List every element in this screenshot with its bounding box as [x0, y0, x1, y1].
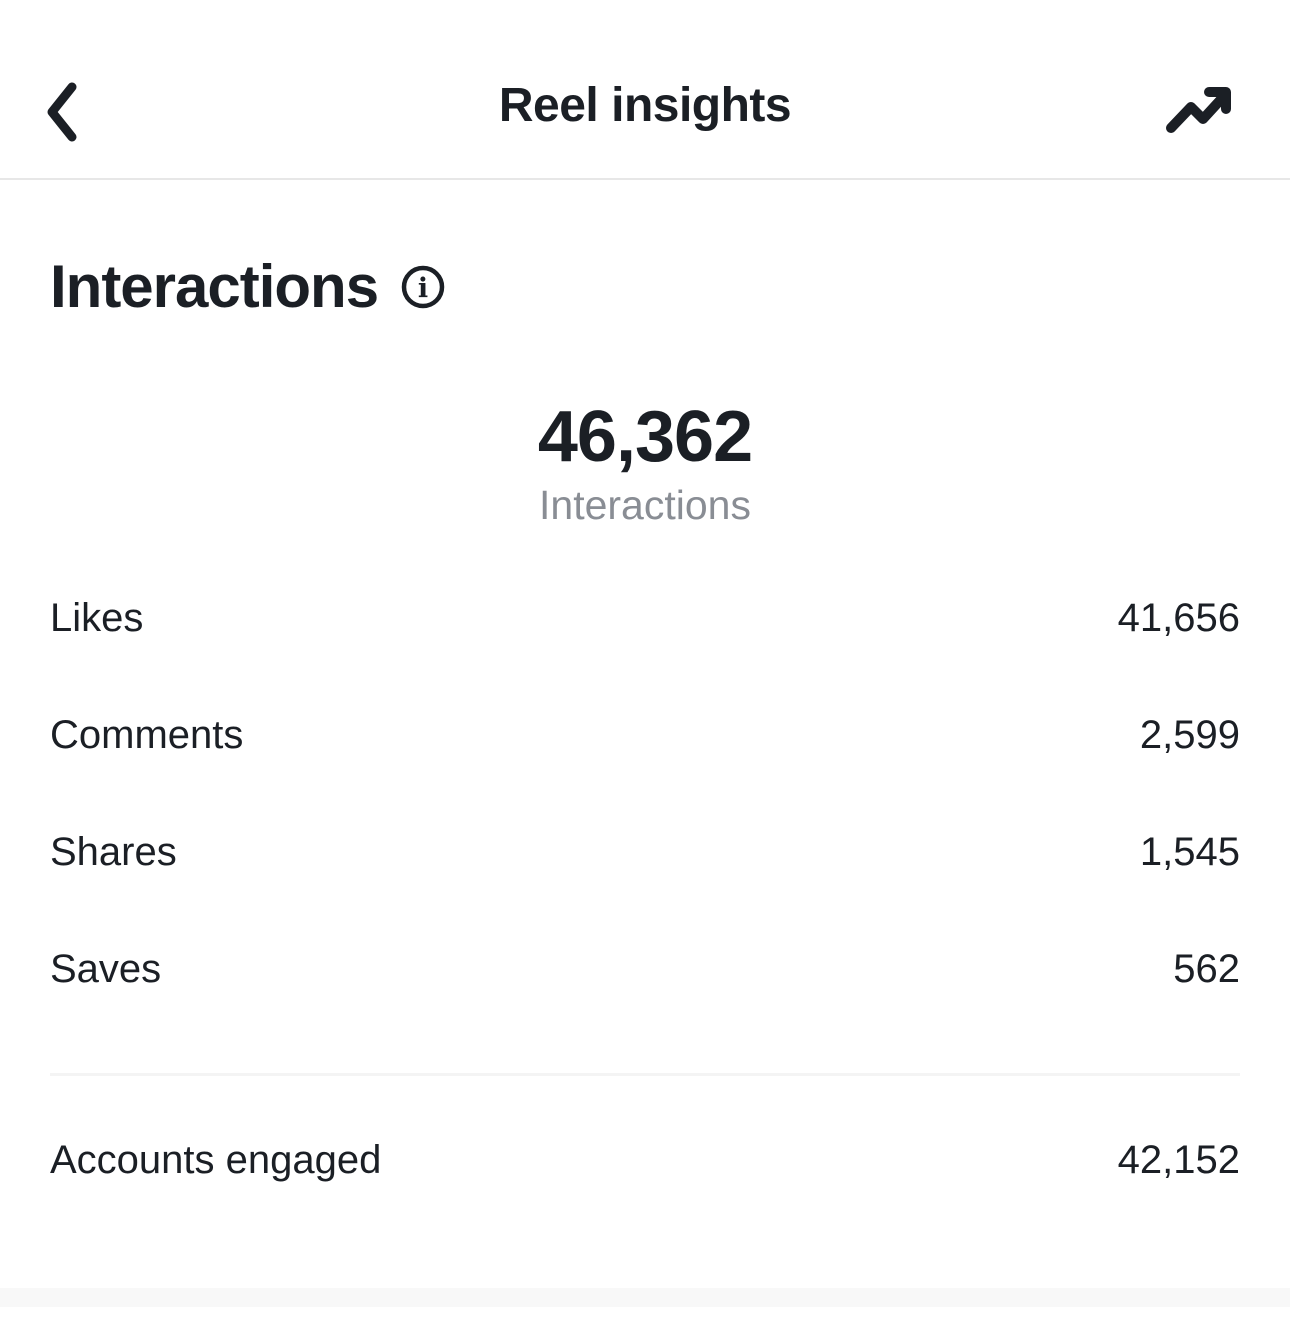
section-heading-label: Interactions: [50, 253, 379, 320]
section-heading: Interactions i: [50, 180, 1240, 317]
insights-trend-button[interactable]: [1164, 80, 1234, 138]
metric-label: Shares: [50, 829, 177, 874]
back-button[interactable]: [36, 78, 88, 146]
metric-value: 41,656: [1117, 595, 1240, 640]
total-interactions-value: 46,362: [537, 397, 753, 477]
page-title: Reel insights: [498, 79, 792, 132]
total-interactions-label: Interactions: [539, 482, 751, 528]
chevron-left-icon: [42, 80, 82, 144]
info-circle-icon: i: [400, 264, 446, 310]
interactions-summary: 46,362 Interactions: [50, 401, 1240, 526]
accounts-engaged-value: 42,152: [1117, 1138, 1240, 1182]
trending-up-icon: [1165, 82, 1233, 136]
metric-label: Saves: [50, 946, 162, 991]
info-button[interactable]: i: [400, 264, 446, 310]
metric-row-shares: Shares 1,545: [50, 793, 1240, 910]
metric-row-comments: Comments 2,599: [50, 676, 1240, 793]
metric-value: 1,545: [1139, 829, 1240, 874]
accounts-engaged-row: Accounts engaged 42,152: [50, 1116, 1240, 1204]
metric-label: Comments: [50, 712, 244, 757]
accounts-engaged-label: Accounts engaged: [50, 1138, 382, 1182]
metric-label: Likes: [50, 595, 144, 640]
metric-row-likes: Likes 41,656: [50, 559, 1240, 676]
navigation-bar: Reel insights: [0, 0, 1290, 180]
svg-text:i: i: [418, 273, 428, 304]
metric-value: 2,599: [1139, 712, 1240, 757]
metric-value: 562: [1173, 946, 1240, 991]
interactions-section: Interactions i 46,362 Interactions Likes…: [0, 180, 1290, 1204]
section-gap-band: [0, 1288, 1290, 1307]
section-divider: [50, 1073, 1240, 1076]
metrics-list: Likes 41,656 Comments 2,599 Shares 1,545…: [50, 559, 1240, 1027]
metric-row-saves: Saves 562: [50, 910, 1240, 1027]
